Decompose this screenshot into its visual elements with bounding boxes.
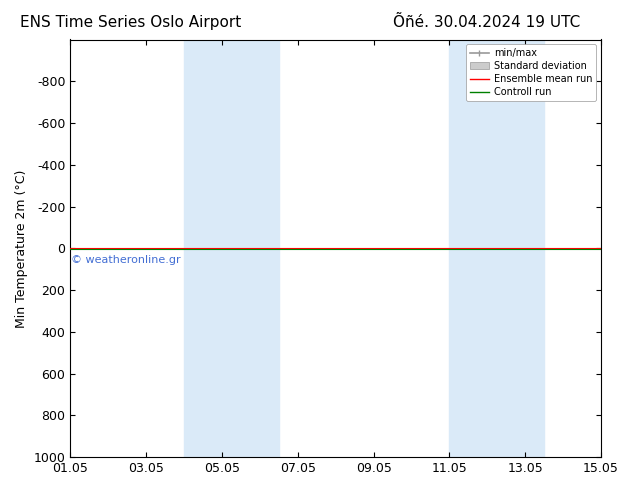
Legend: min/max, Standard deviation, Ensemble mean run, Controll run: min/max, Standard deviation, Ensemble me…: [465, 45, 596, 101]
Y-axis label: Min Temperature 2m (°C): Min Temperature 2m (°C): [15, 169, 28, 327]
Bar: [184, 40, 279, 457]
Text: ENS Time Series Oslo Airport: ENS Time Series Oslo Airport: [20, 15, 241, 30]
Text: Õñé. 30.04.2024 19 UTC: Õñé. 30.04.2024 19 UTC: [393, 15, 580, 30]
Bar: [450, 40, 544, 457]
Text: © weatheronline.gr: © weatheronline.gr: [70, 255, 180, 265]
